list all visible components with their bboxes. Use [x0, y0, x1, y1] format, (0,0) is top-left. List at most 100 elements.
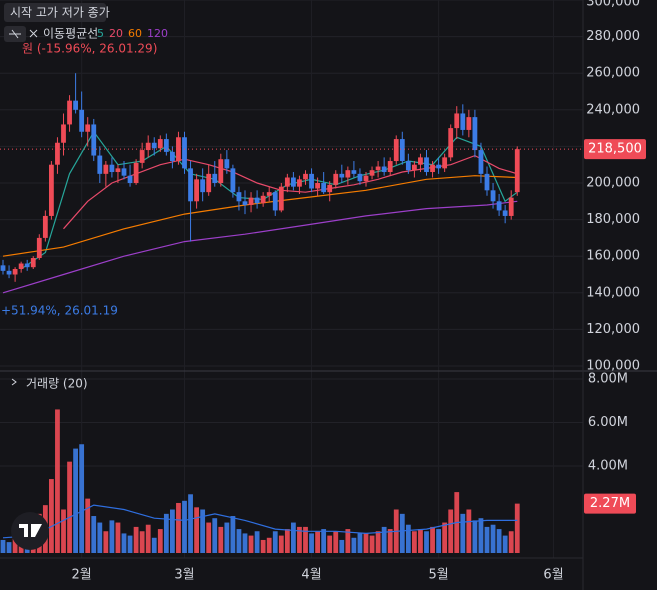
- candle-body: [272, 192, 278, 211]
- y-tick-label: 140,000: [586, 285, 640, 300]
- y-tick-label: 260,000: [586, 66, 640, 81]
- y-tick-label: 280,000: [586, 29, 640, 44]
- volume-bar: [133, 526, 139, 553]
- y-tick-label: 300,000: [586, 0, 640, 10]
- volume-bar: [405, 524, 411, 553]
- volume-bar: [478, 518, 484, 553]
- candle-body: [0, 265, 6, 271]
- volume-bar: [399, 513, 405, 553]
- x-tick-label: 2월: [72, 568, 92, 583]
- volume-bar: [381, 526, 387, 553]
- candle-body: [121, 168, 127, 176]
- volume-bar: [6, 542, 12, 553]
- candle-body: [163, 139, 169, 152]
- high-note: 원 (-15.96%, 26.01.29): [22, 42, 157, 56]
- volume-bar: [163, 513, 169, 553]
- volume-bar: [333, 531, 339, 553]
- candle-body: [478, 150, 484, 174]
- volume-bar: [303, 526, 308, 553]
- price-tag-label: 218,500: [588, 142, 642, 157]
- candle-body: [236, 192, 242, 202]
- volume-bar: [157, 529, 163, 553]
- candle-body: [230, 168, 236, 193]
- volume-bar: [212, 518, 218, 553]
- y-tick-label: 160,000: [586, 249, 640, 264]
- candle-body: [182, 137, 187, 169]
- volume-title: 거래량 (20): [26, 377, 88, 391]
- candle-body: [97, 155, 103, 174]
- volume-bar: [369, 535, 375, 553]
- volume-bar: [55, 409, 60, 553]
- candle-body: [224, 159, 230, 169]
- candle-body: [260, 195, 266, 204]
- y-tick-label: 4.00M: [588, 459, 628, 474]
- volume-bar: [315, 531, 320, 553]
- candle-body: [18, 263, 24, 270]
- y-tick-label: 200,000: [586, 176, 640, 191]
- expand-icon[interactable]: [11, 378, 17, 386]
- volume-bar: [424, 531, 429, 553]
- candle-body: [381, 166, 387, 173]
- price-tag: [584, 139, 646, 160]
- y-tick-label: 6.00M: [588, 415, 628, 430]
- ma-legend-icons[interactable]: [4, 26, 38, 42]
- candle-body: [442, 157, 448, 169]
- candle-body: [170, 151, 175, 162]
- ma-legend-item: 120: [147, 27, 168, 40]
- eye-icon: [9, 29, 21, 39]
- volume-bar: [139, 531, 145, 553]
- volume-bar: [109, 520, 115, 553]
- y-tick-label: 240,000: [586, 102, 640, 117]
- candle-body: [278, 186, 284, 211]
- candle-body: [472, 117, 478, 151]
- candle-body: [85, 124, 91, 132]
- x-tick-label: 4월: [301, 568, 321, 583]
- candle-body: [315, 183, 320, 189]
- candle-body: [73, 100, 78, 110]
- volume-bar: [327, 535, 333, 553]
- candle-body: [242, 201, 248, 205]
- candle-body: [363, 175, 369, 182]
- volume-bar: [115, 522, 121, 553]
- candle-body: [91, 124, 97, 156]
- volume-bar: [442, 522, 448, 553]
- y-tick-label: 100,000: [586, 359, 640, 374]
- candle-body: [303, 173, 308, 180]
- logo-mark: [19, 524, 42, 537]
- volume-bar: [188, 494, 193, 553]
- ohlc-header: 시작 고가 저가 종가: [10, 6, 110, 20]
- candle-body: [194, 179, 199, 202]
- volume-bar: [170, 509, 175, 553]
- volume-bar: [430, 526, 435, 553]
- candle-body: [30, 258, 36, 268]
- candle-body: [133, 162, 139, 183]
- candle-body: [218, 159, 224, 183]
- logo[interactable]: [11, 512, 49, 550]
- candle-body: [412, 164, 417, 171]
- candle-body: [42, 215, 48, 238]
- volume-bar: [79, 444, 85, 553]
- volume-tag: [584, 493, 636, 514]
- volume-bar: [418, 529, 423, 553]
- candle-body: [200, 179, 206, 193]
- low-note: +51.94%, 26.01.19: [1, 304, 118, 318]
- volume-bar: [49, 479, 54, 553]
- volume-bar: [466, 509, 472, 553]
- volume-bar: [472, 520, 478, 553]
- candle-body: [327, 184, 333, 193]
- candle-body: [36, 237, 42, 259]
- candle-body: [127, 175, 133, 183]
- close-icon[interactable]: [29, 29, 38, 38]
- candle-body: [424, 157, 429, 173]
- volume-bar: [97, 522, 103, 553]
- candle-body: [266, 192, 272, 196]
- y-tick-label: 120,000: [586, 322, 640, 337]
- volume-bar: [145, 524, 151, 553]
- candle-body: [248, 197, 254, 205]
- candle-body: [351, 170, 357, 174]
- candle-body: [212, 173, 218, 183]
- candle-body: [67, 100, 72, 125]
- volume-bar: [194, 507, 199, 553]
- volume-bar: [297, 526, 302, 553]
